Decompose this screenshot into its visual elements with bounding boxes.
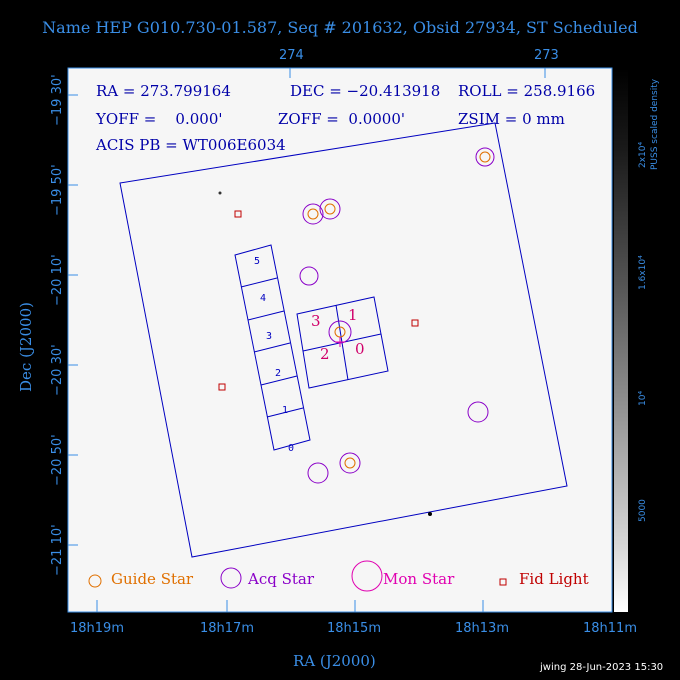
chip-label-i3: 3 <box>311 312 321 330</box>
legend-fid: Fid Light <box>519 570 589 588</box>
chip-label-s0: 0 <box>288 443 295 454</box>
info-yoff: YOFF = 0.000' <box>96 110 223 128</box>
colorbar <box>614 68 628 612</box>
x-axis-label: RA (J2000) <box>293 652 376 670</box>
ra-tick: 18h13m <box>455 621 509 636</box>
chip-label-s5: 5 <box>254 256 261 267</box>
dec-tick: −20 10' <box>50 254 65 306</box>
guide-stars <box>307 151 491 469</box>
top-tick: 274 <box>279 48 304 63</box>
legend-acq: Acq Star <box>248 570 315 588</box>
chip-label-i2: 2 <box>320 345 330 363</box>
top-tick: 273 <box>534 48 559 63</box>
ra-tick: 18h11m <box>583 621 637 636</box>
info-dec: DEC = −20.413918 <box>290 82 441 100</box>
axis-ticks <box>68 68 546 612</box>
legend-acq-symbol <box>220 567 242 589</box>
info-roll: ROLL = 258.9166 <box>458 82 596 100</box>
chip-label-s1: 1 <box>282 405 289 416</box>
ra-tick: 18h19m <box>70 621 124 636</box>
plot-title: Name HEP G010.730-01.587, Seq # 201632, … <box>42 18 638 37</box>
chip-label-s3: 3 <box>266 331 273 342</box>
fid-lights <box>218 210 419 391</box>
dec-tick: −20 50' <box>50 434 65 486</box>
colorbar-tick: 1.6x10⁴ <box>638 255 648 290</box>
dec-tick: −19 50' <box>50 164 65 216</box>
bright-source <box>218 191 222 195</box>
bright-source <box>428 512 432 516</box>
acis-s-chips <box>234 244 311 451</box>
ra-tick: 18h17m <box>200 621 254 636</box>
ra-tick: 18h15m <box>327 621 381 636</box>
colorbar-tick: 10⁴ <box>638 390 648 406</box>
legend-mon: Mon Star <box>383 570 455 588</box>
y-axis-label: Dec (J2000) <box>17 302 35 392</box>
footer-stamp: jwing 28-Jun-2023 15:30 <box>540 662 664 673</box>
legend-fid-symbol <box>499 578 507 586</box>
colorbar-label: PUSS scaled density <box>650 78 660 170</box>
aimpoint <box>335 337 345 347</box>
info-zoff: ZOFF = 0.0000' <box>278 110 406 128</box>
acq-stars <box>299 147 495 484</box>
chip-label-s4: 4 <box>260 293 267 304</box>
dec-tick: −19 30' <box>50 74 65 126</box>
chip-label-i0: 0 <box>355 340 365 358</box>
info-ra: RA = 273.799164 <box>96 82 231 100</box>
colorbar-tick: 5000 <box>638 499 648 522</box>
chip-label-s2: 2 <box>275 368 282 379</box>
dec-tick: −21 10' <box>50 524 65 576</box>
dec-tick: −20 30' <box>50 344 65 396</box>
legend-guide: Guide Star <box>111 570 194 588</box>
field-outline <box>119 122 568 558</box>
info-zsim: ZSIM = 0 mm <box>458 110 565 128</box>
legend-mon-symbol <box>351 560 383 592</box>
legend-guide-symbol <box>88 574 102 588</box>
info-acis: ACIS PB = WT006E6034 <box>96 136 286 154</box>
chip-label-i1: 1 <box>348 306 358 324</box>
plot-frame <box>67 67 613 613</box>
colorbar-tick: 2x10⁴ <box>638 141 648 168</box>
